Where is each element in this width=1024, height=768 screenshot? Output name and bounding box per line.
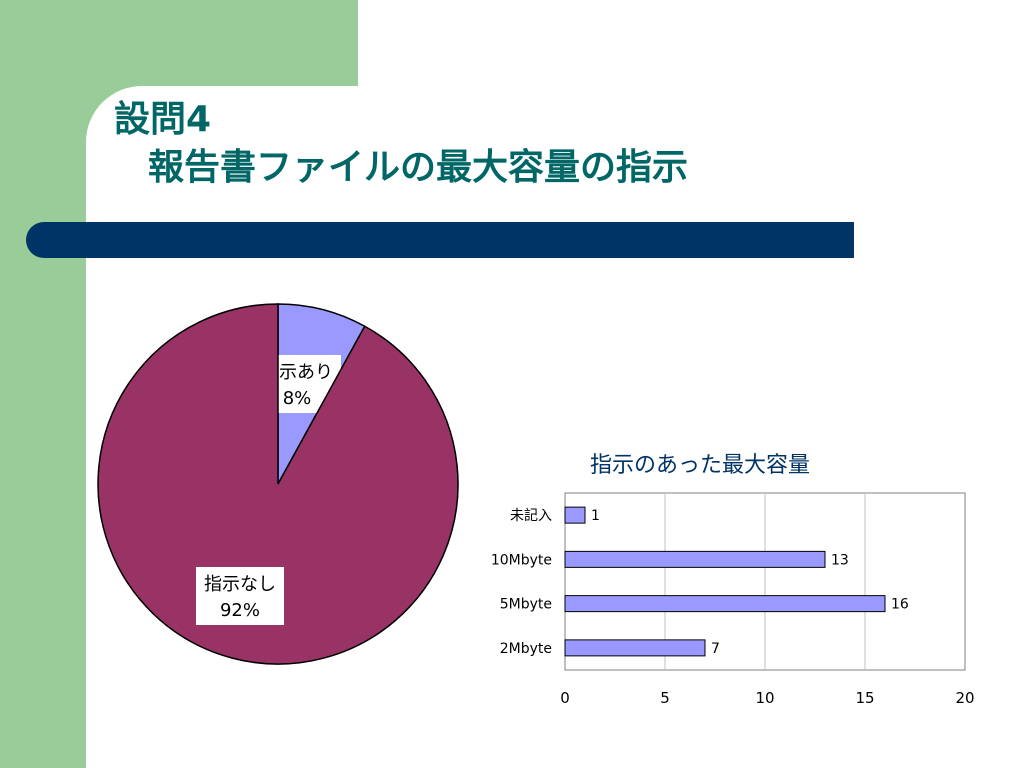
bar-category-label-2: 10Mbyte <box>491 552 552 568</box>
bar-value-label-3: 16 <box>891 597 909 613</box>
bar-category-label-4: 2Mbyte <box>500 641 552 657</box>
bar-x-tick-label-1: 0 <box>560 689 570 707</box>
pie-percent-2: 92% <box>220 600 260 621</box>
pie-label-box-2 <box>196 567 284 625</box>
title-underline-bar <box>26 222 854 258</box>
title-line-1: 設問4 <box>114 99 212 140</box>
bar-x-tick-label-3: 10 <box>755 689 774 707</box>
bar-chart: 指示のあった最大容量 0 5 10 15 20 未記入 1 10Mbyte 13 5Mbyte 16 2… <box>491 453 975 707</box>
pie-label-2: 指示なし <box>204 574 276 595</box>
bar-category-label-3: 5Mbyte <box>500 597 552 613</box>
bar-3 <box>564 595 886 613</box>
title-line-2: 報告書ファイルの最大容量の指示 <box>148 147 689 188</box>
page-title: 設問4 報告書ファイルの最大容量の指示 <box>114 96 688 192</box>
bar-chart-title: 指示のあった最大容量 <box>590 453 810 478</box>
bar-1 <box>564 506 586 524</box>
bar-2 <box>564 550 826 568</box>
bar-category-label-1: 未記入 <box>510 507 552 524</box>
bar-value-label-1: 1 <box>591 508 600 524</box>
bar-x-tick-label-5: 20 <box>955 689 974 707</box>
pie-label-1: 指示あり <box>261 362 333 383</box>
bar-4 <box>564 639 706 657</box>
bar-value-label-2: 13 <box>831 552 849 568</box>
pie-percent-1: 8% <box>283 388 312 409</box>
bar-value-label-4: 7 <box>711 641 720 657</box>
pie-slice-2 <box>97 303 459 665</box>
pie-chart: 指示あり 8% 指示なし 92% <box>97 303 459 665</box>
bar-x-tick-label-2: 5 <box>660 689 670 707</box>
bar-x-tick-label-4: 15 <box>855 689 874 707</box>
